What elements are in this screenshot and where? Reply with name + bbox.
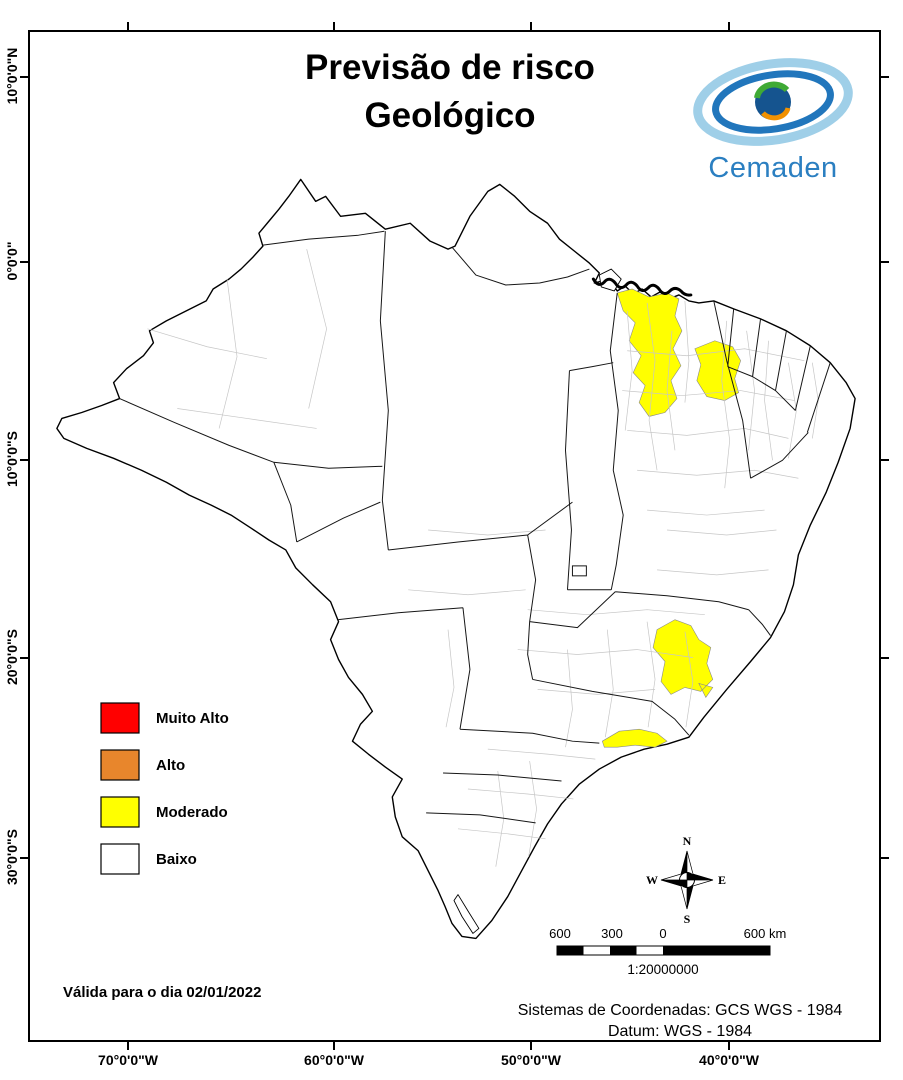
cemaden-wordmark: Cemaden — [708, 152, 838, 184]
axis-tick — [20, 261, 28, 263]
legend-swatch-muito-alto — [100, 702, 140, 734]
state-boundaries — [119, 230, 831, 824]
compass-west-label: W — [646, 873, 658, 887]
latitude-label: 0°0'0" — [4, 241, 20, 281]
latitude-label: 10°0'0"S — [4, 430, 20, 488]
page-title-line1: Previsão de risco — [305, 48, 595, 87]
axis-tick — [333, 22, 335, 30]
axis-tick — [20, 459, 28, 461]
risk-legend: Muito Alto Alto Moderado Baixo — [100, 702, 229, 890]
axis-tick — [127, 22, 129, 30]
cemaden-logo: Cemaden — [688, 58, 858, 185]
scale-bar: 600 300 0 600 km 1:20000000 — [545, 926, 795, 982]
legend-item-baixo: Baixo — [100, 843, 229, 875]
legend-item-alto: Alto — [100, 749, 229, 781]
map-frame — [28, 30, 881, 1042]
scale-bar-graphic — [556, 945, 771, 956]
legend-swatch-baixo — [100, 843, 140, 875]
municipality-boundaries — [147, 249, 819, 867]
scale-tick-label: 600 km — [743, 926, 787, 941]
compass-rose-icon: N S E W — [646, 834, 726, 926]
latitude-label: 10°0'0"N — [4, 47, 20, 105]
legend-swatch-moderado — [100, 796, 140, 828]
axis-tick — [530, 1042, 532, 1050]
axis-tick — [881, 657, 889, 659]
axis-tick — [20, 76, 28, 78]
axis-tick — [881, 459, 889, 461]
legend-swatch-alto — [100, 749, 140, 781]
distrito-federal — [571, 565, 587, 577]
cemaden-eye-icon — [693, 58, 853, 146]
axis-tick — [127, 1042, 129, 1050]
longitude-label: 60°0'0"W — [304, 1052, 364, 1068]
compass-north-label: N — [683, 834, 692, 848]
axis-tick — [881, 857, 889, 859]
compass-east-label: E — [718, 873, 726, 887]
legend-label-muito-alto: Muito Alto — [156, 709, 229, 727]
patos-lagoon — [453, 894, 480, 934]
crs-line2: Datum: WGS - 1984 — [607, 1023, 753, 1040]
validity-note: Válida para o dia 02/01/2022 — [63, 984, 262, 1001]
scale-ratio: 1:20000000 — [627, 962, 699, 977]
longitude-label: 70°0'0"W — [98, 1052, 158, 1068]
page-title-line2: Geológico — [364, 96, 536, 135]
crs-line1: Sistemas de Coordenadas: GCS WGS - 1984 — [517, 1002, 843, 1019]
legend-label-baixo: Baixo — [156, 850, 197, 868]
longitude-label: 50°0'0"W — [501, 1052, 561, 1068]
scale-tick-label: 600 — [549, 926, 571, 941]
axis-tick — [728, 22, 730, 30]
legend-label-alto: Alto — [156, 756, 186, 774]
axis-tick — [728, 1042, 730, 1050]
latitude-label: 30°0'0"S — [4, 828, 20, 886]
axis-tick — [333, 1042, 335, 1050]
page-title: Previsão de risco Geológico — [230, 44, 670, 140]
latitude-label: 20°0'0"S — [4, 628, 20, 686]
compass-rose: N S E W — [645, 833, 729, 926]
coordinate-system-note: Sistemas de Coordenadas: GCS WGS - 1984 … — [470, 1000, 890, 1042]
moderate-risk-regions — [601, 288, 741, 748]
legend-item-moderado: Moderado — [100, 796, 229, 828]
scale-tick-label: 300 — [601, 926, 623, 941]
axis-tick — [881, 261, 889, 263]
north-coast-squiggle — [591, 277, 693, 297]
legend-label-moderado: Moderado — [156, 803, 228, 821]
legend-item-muito-alto: Muito Alto — [100, 702, 229, 734]
axis-tick — [881, 76, 889, 78]
compass-south-label: S — [684, 912, 691, 925]
axis-tick — [20, 857, 28, 859]
axis-tick — [530, 22, 532, 30]
brazil-map — [56, 178, 856, 940]
scale-tick-label: 0 — [659, 926, 667, 941]
longitude-label: 40°0'0"W — [699, 1052, 759, 1068]
axis-tick — [20, 657, 28, 659]
